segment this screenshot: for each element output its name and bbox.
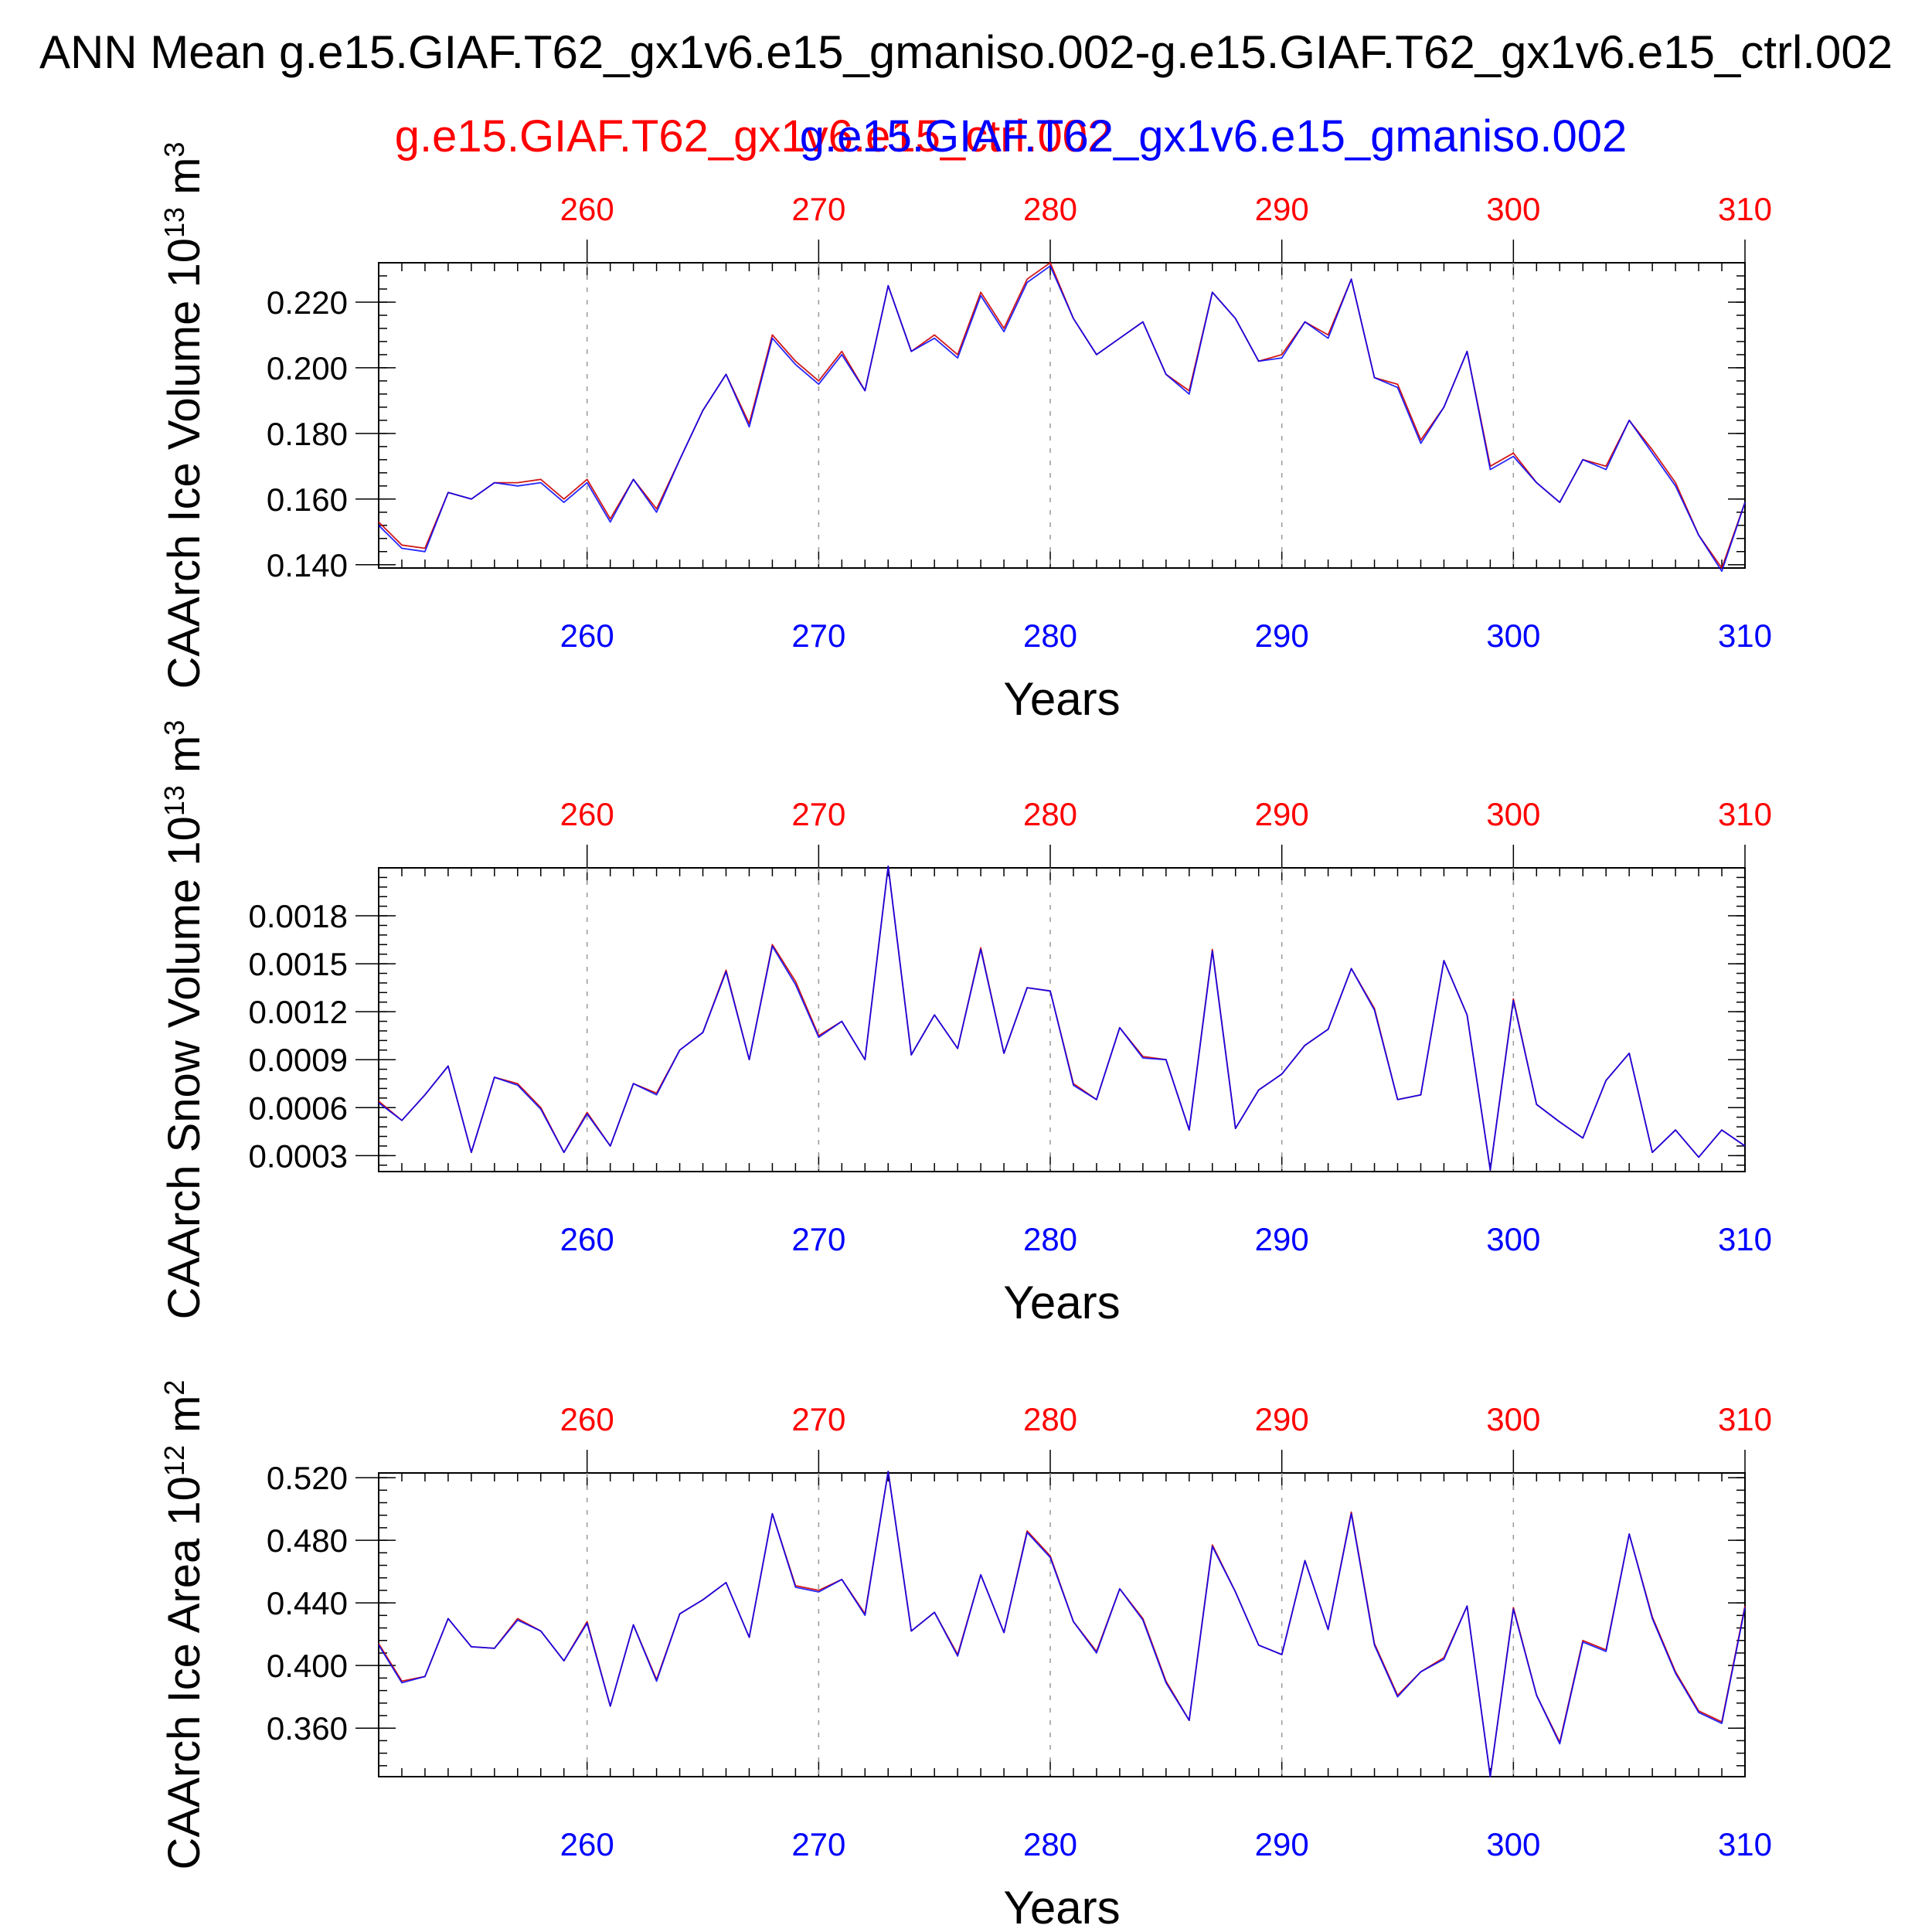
x-axis-title: Years	[1003, 1277, 1120, 1328]
y-tick-label: 0.160	[267, 481, 348, 518]
y-axis-title-superscript: 13	[158, 785, 190, 816]
x-tick-label-top: 270	[791, 1401, 845, 1437]
y-tick-label: 0.140	[267, 547, 348, 583]
panels: 260 260 270 270 280 280 290 290 300 300 310 310 0.14…	[158, 141, 1773, 1932]
y-tick-label: 0.440	[267, 1585, 348, 1621]
y-tick-label: 0.0018	[249, 898, 348, 934]
blue-series-line-1	[378, 265, 1746, 573]
panel-3: 260 260 270 270 280 280 290 290 300 300 310 310 0.36…	[158, 1380, 1773, 1932]
x-axis-title: Years	[1003, 1882, 1120, 1932]
x-tick-label-top: 300	[1486, 1401, 1540, 1437]
x-tick-label-bottom: 270	[791, 1221, 845, 1257]
y-tick-label: 0.480	[267, 1522, 348, 1559]
x-tick-label-bottom: 300	[1486, 1826, 1540, 1862]
x-tick-label-bottom: 300	[1486, 1221, 1540, 1257]
x-tick-label-bottom: 260	[560, 1826, 614, 1862]
y-tick-label: 0.0006	[249, 1090, 348, 1126]
x-tick-label-bottom: 290	[1255, 1826, 1309, 1862]
y-axis-title-part: CAArch Snow Volume 10	[159, 816, 209, 1319]
plot-frame	[378, 867, 1746, 1172]
y-tick-label: 0.360	[267, 1710, 348, 1747]
y-axis-title: CAArch Ice Volume 1013 m3	[158, 141, 210, 689]
x-tick-label-top: 310	[1718, 1401, 1772, 1437]
y-tick-label: 0.0012	[249, 994, 348, 1030]
legend-blue-label: g.e15.GIAF.T62_gx1v6.e15_gmaniso.002	[800, 111, 1628, 162]
x-tick-label-bottom: 280	[1023, 617, 1077, 654]
y-tick-label: 0.200	[267, 350, 348, 386]
y-tick-label: 0.400	[267, 1648, 348, 1684]
x-tick-label-top: 270	[791, 796, 845, 832]
x-tick-label-bottom: 290	[1255, 1221, 1309, 1257]
y-tick-label: 0.0015	[249, 946, 348, 982]
plot-frame	[378, 1472, 1746, 1777]
blue-series-line-3	[378, 1471, 1746, 1777]
y-axis-title-superscript: 12	[158, 1445, 190, 1476]
figure-title: ANN Mean g.e15.GIAF.T62_gx1v6.e15_gmanis…	[39, 26, 1893, 78]
x-tick-label-top: 260	[560, 1401, 614, 1437]
y-tick-label: 0.180	[267, 416, 348, 452]
x-tick-label-top: 300	[1486, 191, 1540, 227]
panel-1: 260 260 270 270 280 280 290 290 300 300 310 310 0.14…	[158, 141, 1773, 725]
x-tick-label-top: 280	[1023, 796, 1077, 832]
x-tick-label-bottom: 270	[791, 617, 845, 654]
y-tick-label: 0.0003	[249, 1138, 348, 1174]
y-axis-title-superscript: 13	[158, 207, 190, 238]
x-tick-label-top: 290	[1255, 1401, 1309, 1437]
y-tick-label: 0.0009	[249, 1042, 348, 1078]
x-tick-label-bottom: 310	[1718, 617, 1772, 654]
y-axis-title: CAArch Ice Area 1012 m2	[158, 1380, 210, 1870]
x-tick-label-top: 290	[1255, 796, 1309, 832]
panel-2: 260 260 270 270 280 280 290 290 300 300 310 310 0.00…	[158, 720, 1773, 1328]
x-tick-label-top: 310	[1718, 191, 1772, 227]
y-tick-label: 0.520	[267, 1460, 348, 1496]
x-tick-label-bottom: 300	[1486, 617, 1540, 654]
y-axis-title-part: CAArch Ice Area 10	[159, 1476, 209, 1869]
y-axis-title-part: m	[159, 1396, 209, 1445]
x-tick-label-top: 300	[1486, 796, 1540, 832]
plot-frame	[378, 262, 1746, 569]
x-tick-label-bottom: 280	[1023, 1826, 1077, 1862]
y-axis-title-superscript: 3	[158, 141, 190, 157]
x-tick-label-bottom: 310	[1718, 1221, 1772, 1257]
x-tick-label-top: 260	[560, 796, 614, 832]
x-tick-label-bottom: 260	[560, 1221, 614, 1257]
x-tick-label-top: 270	[791, 191, 845, 227]
x-tick-label-top: 310	[1718, 796, 1772, 832]
blue-series-line-2	[378, 866, 1746, 1171]
y-axis-title-part: m	[159, 158, 209, 207]
legend-red-label: g.e15.GIAF.T62_gx1v6.e15_ctrl.002	[395, 111, 1113, 162]
x-tick-label-top: 280	[1023, 1401, 1077, 1437]
x-tick-label-top: 280	[1023, 191, 1077, 227]
x-tick-label-bottom: 260	[560, 617, 614, 654]
y-axis-title-part: CAArch Ice Volume 10	[159, 238, 209, 689]
x-tick-label-bottom: 280	[1023, 1221, 1077, 1257]
x-tick-label-bottom: 310	[1718, 1826, 1772, 1862]
x-tick-label-top: 290	[1255, 191, 1309, 227]
y-axis-title: CAArch Snow Volume 1013 m3	[158, 720, 210, 1320]
x-tick-label-bottom: 270	[791, 1826, 845, 1862]
y-axis-title-part: m	[159, 736, 209, 785]
x-axis-title: Years	[1003, 673, 1120, 725]
y-axis-title-superscript: 3	[158, 720, 190, 736]
y-axis-title-superscript: 2	[158, 1380, 190, 1396]
x-tick-label-top: 260	[560, 191, 614, 227]
x-tick-label-bottom: 290	[1255, 617, 1309, 654]
y-tick-label: 0.220	[267, 284, 348, 321]
